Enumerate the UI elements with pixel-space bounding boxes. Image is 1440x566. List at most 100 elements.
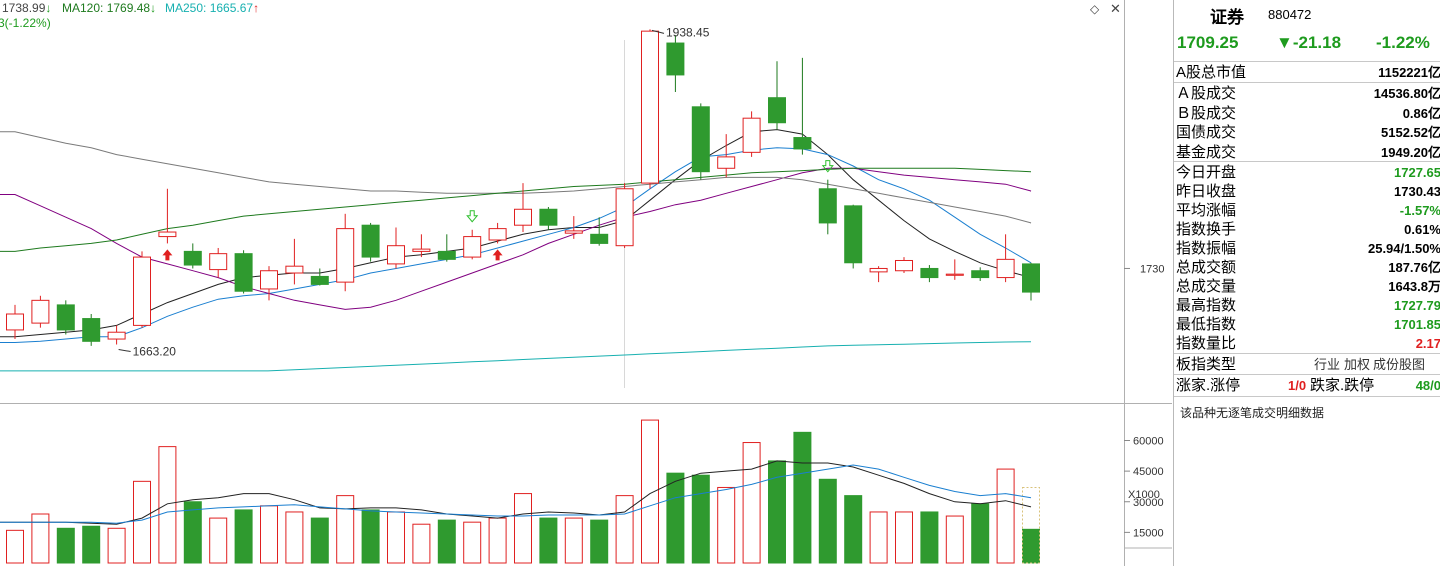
panel-divider	[1174, 374, 1440, 375]
stat-value: -1.57%	[1399, 203, 1440, 218]
change-label: 3(-1.22%)	[0, 16, 51, 30]
volume-bar	[310, 517, 329, 564]
candle-body	[742, 117, 761, 153]
panel-title: 证券	[1210, 8, 1244, 27]
close-icon[interactable]: ✕	[1110, 1, 1121, 16]
candle-body	[539, 208, 558, 226]
stat-label: A股总市值	[1176, 64, 1247, 81]
ma-label-2: MA120: 1769.48↓	[62, 1, 156, 15]
low-pointer	[118, 349, 131, 353]
stat-value: 1727.79	[1394, 298, 1440, 313]
candle-body	[56, 304, 75, 331]
stat-value: 1701.85	[1394, 317, 1440, 332]
candle-body	[615, 188, 634, 247]
stat-label: Ｂ股成交	[1176, 105, 1237, 122]
stat-row: 国债成交 5152.52亿	[1174, 123, 1440, 142]
stat-value: 25.94/1.50%	[1367, 241, 1440, 256]
volume-bar	[996, 468, 1015, 564]
candle-body	[234, 253, 253, 292]
stat-value: 1643.8万	[1388, 279, 1440, 294]
stat-value: 14536.80亿	[1373, 86, 1440, 101]
board-type-row: 板指类型 行业 加权 成份股 图	[1174, 355, 1440, 374]
up-value: 1/0	[1288, 378, 1307, 393]
candle-body	[971, 270, 990, 279]
stat-row: 最低指数 1701.85	[1174, 315, 1440, 334]
ma-label-3-arrow: ↑	[253, 1, 260, 15]
panel-divider	[1174, 61, 1440, 62]
volume-bar	[260, 505, 278, 564]
candle-body	[793, 137, 812, 150]
stat-label: 今日开盘	[1176, 164, 1237, 181]
up-label: 涨家.涨停	[1176, 377, 1241, 394]
signal-up-icon	[162, 249, 173, 261]
stat-label: 最低指数	[1176, 316, 1237, 333]
panel-price: 1709.25	[1177, 33, 1239, 52]
volume-bar	[514, 493, 532, 564]
volume-bar	[920, 511, 939, 564]
candle-body	[1022, 263, 1040, 293]
ma-label-3: MA250: 1665.67↑	[165, 1, 259, 15]
volume-bar	[895, 511, 913, 564]
stat-value: 187.76亿	[1388, 260, 1440, 275]
candle-body	[666, 42, 685, 76]
diamond-icon[interactable]: ◇	[1090, 2, 1100, 16]
down-label: 跌家.跌停	[1310, 377, 1375, 394]
panel-divider	[1174, 161, 1440, 162]
panel-change: ▼-21.18	[1276, 33, 1342, 52]
volume-bar	[945, 515, 964, 564]
candle-body	[768, 97, 786, 124]
down-value: 48/0	[1415, 378, 1440, 393]
candle-body	[107, 331, 126, 340]
volume-bar	[818, 478, 837, 564]
candle-body	[488, 228, 507, 241]
signal-up-icon	[492, 249, 503, 261]
stat-label: 指数量比	[1176, 335, 1237, 352]
stat-row: 指数振幅 25.94/1.50%	[1174, 239, 1440, 258]
volume-bar	[285, 511, 304, 564]
updown-row: 涨家.涨停 1/0 跌家.跌停 48/0	[1174, 376, 1440, 395]
stat-label: 最高指数	[1176, 297, 1237, 314]
stat-value: 2.17	[1415, 336, 1440, 351]
kline-chart-area[interactable]: 1730 1938.45 1663.20 60000 45000 30000 15000 1…	[0, 0, 1172, 566]
volume-bar	[107, 527, 126, 564]
stat-row: Ａ股成交 14536.80亿	[1174, 84, 1440, 103]
volume-bar	[615, 495, 634, 564]
ma-line	[0, 167, 1032, 310]
candle-body	[183, 250, 202, 266]
volume-bar	[437, 519, 456, 564]
stat-row: 总成交量 1643.8万	[1174, 277, 1440, 296]
stat-value: 0.61%	[1404, 222, 1440, 237]
candle-body	[641, 30, 659, 184]
ma-label-1-arrow: ↓	[45, 1, 52, 15]
candle-body	[361, 224, 380, 258]
volume-y-tick-label: 30000	[1133, 497, 1164, 509]
candle-body	[717, 156, 736, 169]
volume-bar	[844, 495, 863, 564]
volume-bar	[717, 486, 736, 564]
panel-divider	[1174, 82, 1440, 83]
volume-forecast-box	[1022, 486, 1040, 564]
board-type-label: 板指类型	[1176, 356, 1237, 373]
signal-down-icon	[466, 210, 479, 223]
volume-bar	[971, 503, 990, 564]
stat-row: 昨日收盘 1730.43	[1174, 182, 1440, 201]
kline-chart-svg[interactable]: 1730 1938.45 1663.20 60000 45000 30000 15000	[0, 0, 1172, 566]
board-link-weighted[interactable]: 加权	[1344, 357, 1371, 372]
volume-bar	[361, 509, 380, 564]
stat-row: Ｂ股成交 0.86亿	[1174, 104, 1440, 123]
volume-bar	[133, 480, 151, 564]
volume-bar	[209, 517, 228, 564]
stat-row: A股总市值 1152221亿	[1174, 63, 1440, 82]
board-link-chart[interactable]: 图	[1412, 357, 1426, 372]
low-annotation: 1663.20	[133, 345, 177, 359]
ma-label-2-text: MA120: 1769.48	[62, 1, 151, 15]
stat-value: 1727.65	[1394, 165, 1440, 180]
stat-label: 昨日收盘	[1176, 183, 1237, 200]
volume-bar	[336, 495, 355, 564]
board-link-constituents[interactable]: 成份股	[1373, 357, 1413, 372]
volume-bar	[82, 525, 101, 564]
candle-body	[82, 318, 101, 342]
candle-body	[844, 205, 863, 264]
volume-bar	[641, 419, 659, 564]
board-link-industry[interactable]: 行业	[1314, 357, 1341, 372]
